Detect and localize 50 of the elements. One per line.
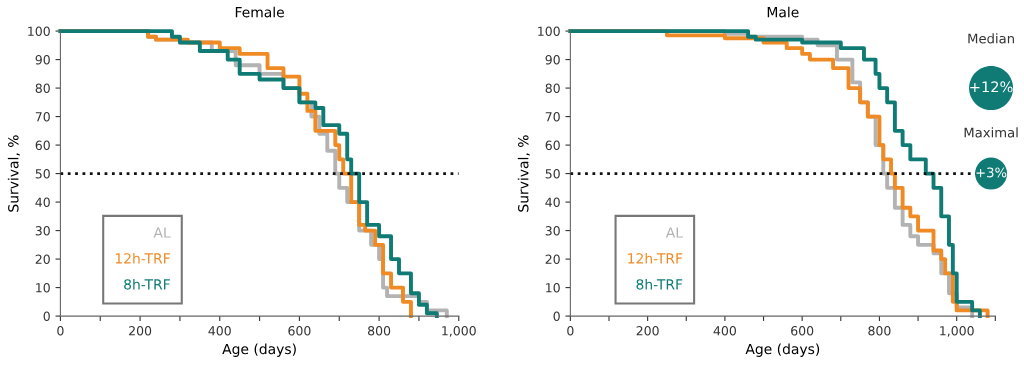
- annotation: Maximal: [964, 127, 1018, 138]
- x-tick-label: 600: [791, 326, 814, 336]
- annotation: +12%: [970, 81, 1013, 93]
- y-tick-label: 80: [35, 83, 50, 94]
- x-tick-label: 400: [713, 326, 736, 336]
- y-tick-label: 0: [553, 311, 560, 322]
- y-tick-label: 70: [35, 112, 50, 122]
- y-tick-label: 40: [545, 197, 560, 208]
- y-tick-label: 20: [35, 254, 50, 265]
- y-tick-label: 90: [35, 55, 50, 65]
- x-tick-label: 1,000: [940, 326, 974, 337]
- x-tick-label: 800: [368, 326, 391, 336]
- y-tick-label: 10: [36, 283, 50, 293]
- y-tick-label: 50: [35, 169, 50, 179]
- y-tick-label: 0: [43, 311, 50, 322]
- y-tick-label: 20: [545, 254, 560, 265]
- x-axis-title: Age (days): [745, 343, 820, 357]
- text: 8h-TRF: [124, 278, 170, 290]
- y-tick-label: 60: [35, 140, 50, 151]
- y-tick-label: 80: [545, 83, 560, 94]
- annotation: Median: [968, 33, 1014, 44]
- y-tick-label: 10: [546, 283, 560, 293]
- x-tick-label: 800: [868, 326, 891, 336]
- x-tick-label: 1,000: [442, 326, 476, 337]
- chart-title: Female: [235, 6, 284, 18]
- x-tick-label: 0: [567, 326, 574, 336]
- annotation: +3%: [976, 167, 1007, 178]
- y-tick-label: 70: [545, 112, 560, 122]
- x-tick-label: 600: [288, 326, 311, 336]
- x-axis-title: Age (days): [222, 343, 296, 357]
- y-tick-label: 30: [35, 226, 50, 236]
- y-tick-label: 100: [28, 26, 50, 36]
- y-tick-label: 40: [35, 197, 50, 208]
- text: 12h-TRF: [628, 252, 683, 264]
- y-tick-label: 30: [545, 226, 560, 236]
- text: AL: [665, 227, 683, 238]
- x-tick-label: 0: [57, 326, 64, 336]
- text: AL: [153, 227, 171, 238]
- y-tick-label: 60: [545, 140, 560, 151]
- x-tick-label: 400: [208, 326, 231, 336]
- x-tick-label: 200: [129, 326, 152, 336]
- x-tick-label: 200: [636, 326, 659, 336]
- text: 8h-TRF: [636, 278, 683, 290]
- y-tick-label: 100: [538, 26, 560, 36]
- y-tick-label: 90: [545, 55, 560, 65]
- y-axis-title: Survival, %: [517, 135, 530, 212]
- text: 12h-TRF: [115, 252, 170, 264]
- y-axis-title: Survival, %: [7, 135, 20, 212]
- y-tick-label: 50: [545, 169, 560, 179]
- chart-title: Male: [767, 6, 799, 18]
